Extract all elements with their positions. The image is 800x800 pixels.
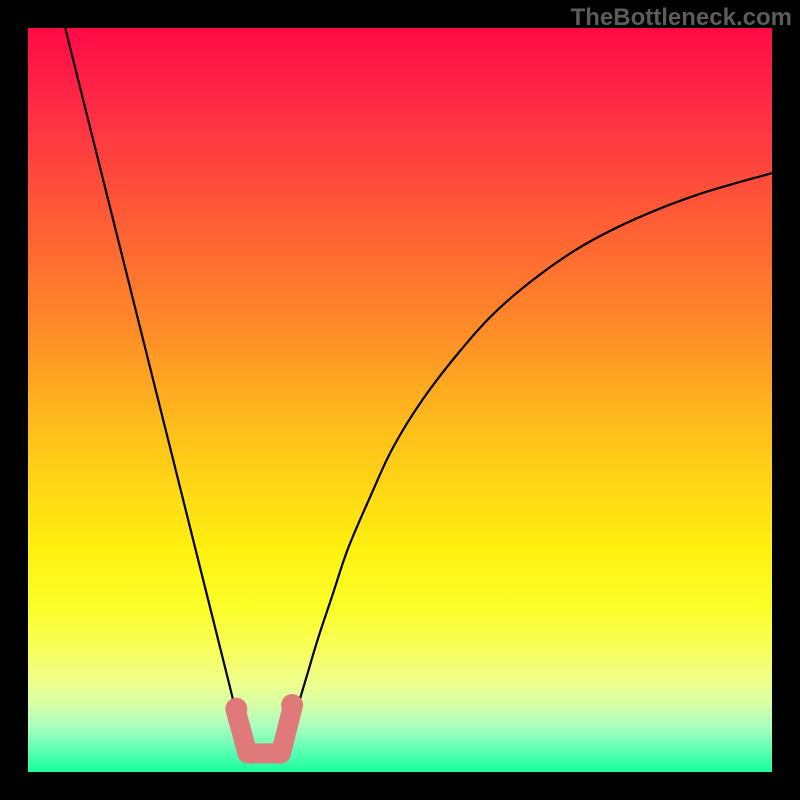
curve-left bbox=[65, 28, 244, 735]
overlay-dot-right bbox=[281, 694, 303, 716]
chart-svg bbox=[28, 28, 772, 772]
curve-right bbox=[288, 173, 772, 735]
plot-area bbox=[28, 28, 772, 772]
overlay-dot-left bbox=[225, 698, 247, 720]
watermark-text: TheBottleneck.com bbox=[571, 4, 792, 32]
chart-frame: TheBottleneck.com bbox=[0, 0, 800, 800]
